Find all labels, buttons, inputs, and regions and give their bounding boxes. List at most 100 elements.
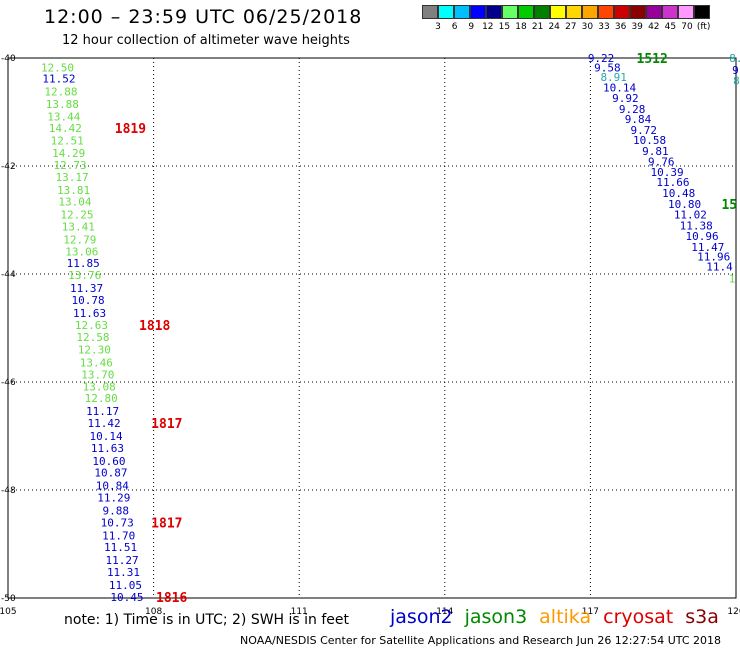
wave-height-value: 10.60 — [92, 455, 125, 468]
color-scale-tick: 21 — [531, 22, 544, 32]
wave-height-value: 9 — [732, 64, 739, 77]
wave-height-value: 10.39 — [651, 166, 684, 179]
wave-height-value: 12.63 — [75, 319, 108, 332]
wave-height-value: 10.14 — [603, 82, 636, 95]
wave-height-value: 9.28 — [619, 103, 646, 116]
wave-height-value: 8 — [733, 75, 740, 88]
wave-height-value: 11.70 — [102, 529, 135, 542]
color-swatch — [470, 5, 486, 19]
color-scale-tick: 70 — [681, 22, 693, 32]
color-scale-tick: 12 — [482, 22, 494, 32]
chart-subtitle: 12 hour collection of altimeter wave hei… — [62, 33, 350, 48]
wave-height-value: 10.45 — [110, 591, 143, 604]
wave-height-value: 10.73 — [101, 516, 134, 529]
wave-height-value: 11.31 — [107, 566, 140, 579]
wave-height-value: 1 — [729, 272, 736, 285]
wave-height-value: 9.58 — [594, 62, 621, 75]
color-swatch — [694, 5, 710, 19]
wave-height-value: 13.46 — [80, 357, 113, 370]
color-scale-legend — [422, 5, 710, 19]
wave-height-value: 10.14 — [89, 430, 122, 443]
wave-height-value: 10.78 — [72, 294, 105, 307]
wave-height-value: 11.96 — [697, 251, 730, 264]
wave-height-value: 11.29 — [97, 492, 130, 505]
color-swatch — [518, 5, 534, 19]
wave-height-value: 14.29 — [52, 147, 85, 160]
color-swatch — [550, 5, 566, 19]
wave-height-value: 12.88 — [44, 85, 77, 98]
wave-height-value: 11.47 — [691, 241, 724, 254]
wave-height-value: 11.05 — [109, 579, 142, 592]
wave-height-value: 10.84 — [96, 480, 129, 493]
satellite-legend-entry: altika — [539, 606, 592, 628]
wave-height-value: 12.80 — [85, 392, 118, 405]
color-swatch — [454, 5, 470, 19]
wave-height-value: 9.88 — [102, 505, 129, 518]
wave-height-value: 9.76 — [648, 156, 675, 169]
wave-height-value: 11.4 — [706, 260, 733, 273]
wave-height-value: 10.80 — [668, 198, 701, 211]
satellite-legend-entry: jason2 — [390, 606, 453, 628]
wave-height-value: 14.42 — [49, 122, 82, 135]
color-swatch — [646, 5, 662, 19]
color-scale-tick: 18 — [515, 22, 527, 32]
satellite-legend: jason2 jason3 altika cryosat s3a — [390, 606, 731, 628]
wave-height-value: 12.73 — [54, 159, 87, 172]
wave-height-value: 11.02 — [674, 209, 707, 222]
wave-height-value: 12.79 — [63, 233, 96, 246]
color-scale-tick: 42 — [648, 22, 660, 32]
wave-height-value: 10.87 — [94, 467, 127, 480]
wave-height-value: 9.72 — [631, 124, 658, 137]
color-swatch — [422, 5, 438, 19]
color-scale-tick: 33 — [598, 22, 610, 32]
wave-height-value: 9.81 — [642, 145, 669, 158]
y-tick-label: -44 — [1, 270, 16, 280]
y-tick-label: -46 — [1, 378, 16, 388]
x-tick-label: 111 — [291, 607, 308, 617]
color-swatch — [534, 5, 550, 19]
pass-time-label: 1817 — [151, 417, 182, 432]
pass-time-label: 1818 — [139, 319, 170, 334]
wave-height-value: 8.7 — [729, 52, 740, 65]
wave-height-value: 11.42 — [88, 417, 121, 430]
color-swatch — [582, 5, 598, 19]
wave-height-value: 13.44 — [47, 110, 80, 123]
color-scale-tick: 45 — [664, 22, 677, 32]
wave-height-value: 11.66 — [656, 176, 689, 189]
color-swatch — [486, 5, 502, 19]
satellite-legend-entry: cryosat — [603, 606, 674, 628]
wave-height-value: 10.96 — [685, 230, 718, 243]
color-scale-tick: 6 — [451, 22, 458, 32]
x-tick-label: 105 — [0, 607, 17, 617]
x-tick-label: 114 — [436, 607, 453, 617]
wave-height-value: 13.08 — [83, 380, 116, 393]
satellite-legend-entry: s3a — [685, 606, 719, 628]
wave-height-value: 12.30 — [78, 344, 111, 357]
wave-height-value: 11.51 — [104, 541, 137, 554]
y-tick-label: -42 — [1, 162, 16, 172]
footnote: note: 1) Time is in UTC; 2) SWH is in fe… — [64, 612, 350, 628]
wave-height-value: 11.37 — [70, 282, 103, 295]
wave-height-value: 11.85 — [67, 257, 100, 270]
color-scale-tick: 36 — [614, 22, 627, 32]
wave-height-value: 13.81 — [57, 184, 90, 197]
wave-height-value: 10.48 — [662, 187, 695, 200]
wave-height-value: 12.51 — [51, 135, 84, 148]
pass-time-label: 15 — [721, 198, 737, 213]
wave-height-value: 13.17 — [56, 171, 89, 184]
wave-height-value: 13.88 — [46, 98, 79, 111]
wave-height-value: 11.17 — [86, 405, 119, 418]
wave-height-value: 9.22 — [588, 52, 615, 65]
color-swatch — [598, 5, 614, 19]
color-scale-tick: 24 — [548, 22, 560, 32]
color-swatch — [566, 5, 582, 19]
wave-height-value: 12.50 — [41, 62, 74, 75]
wave-height-value: 10.58 — [633, 134, 666, 147]
color-scale-tick: 30 — [581, 22, 594, 32]
wave-height-value: 11.63 — [73, 307, 106, 320]
color-scale-ticks: 3 6 9 12 15 18 21 24 27 30 33 36 39 42 45 70 (ft) — [422, 22, 722, 36]
y-tick-label: -50 — [1, 594, 16, 604]
pass-time-label: 1816 — [156, 591, 187, 606]
pass-time-label: 1512 — [637, 52, 668, 67]
color-scale-tick: 39 — [631, 22, 643, 32]
